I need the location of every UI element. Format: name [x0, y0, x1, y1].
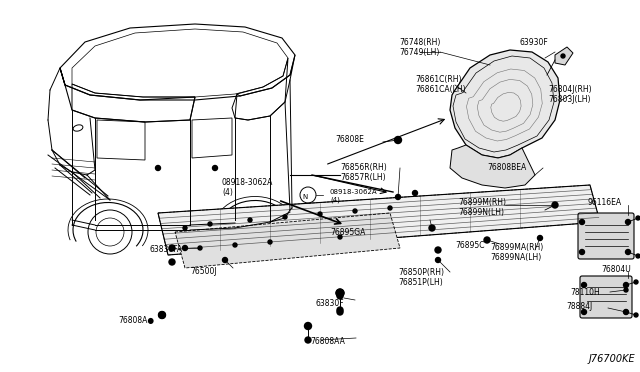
Text: 76748(RH)
76749(LH): 76748(RH) 76749(LH) — [399, 38, 441, 57]
Circle shape — [233, 243, 237, 247]
Text: 76856R(RH)
76857R(LH): 76856R(RH) 76857R(LH) — [340, 163, 387, 182]
Circle shape — [337, 309, 343, 315]
Circle shape — [624, 288, 628, 292]
Circle shape — [169, 245, 175, 251]
Text: 76861C(RH)
76861CA(LH): 76861C(RH) 76861CA(LH) — [415, 75, 466, 94]
Circle shape — [636, 216, 640, 220]
Circle shape — [337, 307, 343, 313]
Circle shape — [624, 310, 628, 314]
Circle shape — [338, 235, 342, 239]
Text: 76895GA: 76895GA — [330, 228, 365, 237]
Circle shape — [634, 313, 638, 317]
Text: (4): (4) — [330, 197, 340, 203]
Text: 63930F: 63930F — [520, 38, 548, 47]
Circle shape — [353, 209, 357, 213]
Circle shape — [396, 195, 401, 199]
Text: 76804J(RH)
76803J(LH): 76804J(RH) 76803J(LH) — [548, 85, 591, 105]
Circle shape — [582, 310, 586, 314]
FancyBboxPatch shape — [580, 276, 632, 318]
Circle shape — [305, 323, 312, 330]
Text: 76895C: 76895C — [455, 241, 484, 250]
Text: 76850P(RH)
76851P(LH): 76850P(RH) 76851P(LH) — [398, 268, 444, 288]
Text: N: N — [302, 194, 308, 200]
Circle shape — [169, 259, 175, 265]
Circle shape — [561, 54, 565, 58]
Circle shape — [156, 166, 161, 170]
Polygon shape — [450, 50, 560, 158]
Circle shape — [579, 250, 584, 254]
Circle shape — [582, 282, 586, 288]
Text: 76808E: 76808E — [335, 135, 364, 144]
Circle shape — [388, 206, 392, 210]
Circle shape — [429, 225, 435, 231]
Text: 78884J: 78884J — [566, 302, 592, 311]
Circle shape — [625, 250, 630, 254]
FancyBboxPatch shape — [578, 213, 634, 259]
Circle shape — [268, 240, 272, 244]
Text: J76700KE: J76700KE — [588, 354, 635, 364]
Text: 08918-3062A: 08918-3062A — [330, 189, 378, 195]
Text: 78110H: 78110H — [570, 288, 600, 297]
Circle shape — [636, 254, 640, 258]
Circle shape — [248, 218, 252, 222]
Polygon shape — [175, 213, 400, 268]
Circle shape — [623, 310, 628, 314]
Text: 76808AA: 76808AA — [310, 337, 345, 346]
Circle shape — [198, 246, 202, 250]
Text: 76808A●: 76808A● — [118, 316, 154, 325]
Polygon shape — [450, 145, 535, 188]
Circle shape — [212, 166, 218, 170]
Circle shape — [336, 289, 344, 297]
Circle shape — [435, 247, 441, 253]
Text: 76899MA(RH)
76899NA(LH): 76899MA(RH) 76899NA(LH) — [490, 243, 543, 262]
Polygon shape — [158, 185, 600, 255]
Polygon shape — [555, 47, 573, 65]
Circle shape — [552, 202, 558, 208]
Circle shape — [413, 190, 417, 196]
Circle shape — [183, 226, 187, 230]
Circle shape — [182, 246, 188, 250]
Text: 96116EA: 96116EA — [588, 198, 622, 207]
Circle shape — [435, 257, 440, 263]
Circle shape — [337, 293, 343, 299]
Circle shape — [634, 280, 638, 284]
Circle shape — [223, 257, 227, 263]
Text: 63830FA: 63830FA — [150, 245, 183, 254]
Circle shape — [394, 137, 401, 144]
Circle shape — [538, 235, 543, 241]
Circle shape — [625, 219, 630, 224]
Circle shape — [159, 311, 166, 318]
Circle shape — [208, 222, 212, 226]
Text: 76899M(RH)
76899N(LH): 76899M(RH) 76899N(LH) — [458, 198, 506, 217]
Circle shape — [318, 212, 322, 216]
Circle shape — [305, 337, 311, 343]
Circle shape — [484, 237, 490, 243]
Text: 76500J: 76500J — [190, 267, 216, 276]
Text: 08918-3062A
(4): 08918-3062A (4) — [222, 178, 273, 198]
Circle shape — [579, 219, 584, 224]
Text: 63830F: 63830F — [315, 299, 344, 308]
Text: 76804U: 76804U — [601, 265, 631, 274]
Circle shape — [623, 282, 628, 288]
Text: 76808BEA: 76808BEA — [487, 163, 526, 172]
Circle shape — [283, 215, 287, 219]
